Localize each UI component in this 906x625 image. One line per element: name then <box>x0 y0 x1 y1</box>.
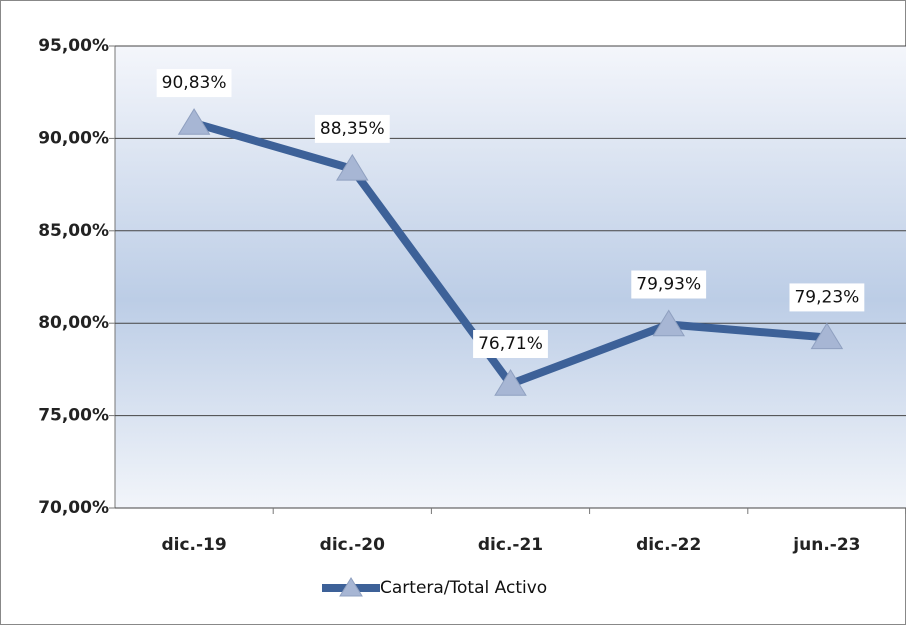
x-tick-label: dic.-19 <box>161 535 226 555</box>
data-label-box <box>156 69 232 98</box>
data-label-group: 79,23% <box>789 283 865 312</box>
data-label-group: 90,83% <box>156 69 232 98</box>
plot-area <box>115 46 906 508</box>
data-label-box <box>631 270 707 299</box>
y-tick-label: 70,00% <box>38 498 109 518</box>
data-label-box <box>473 329 548 358</box>
y-tick-label: 90,00% <box>38 128 109 148</box>
data-label-box <box>314 114 390 143</box>
data-label: 90,83% <box>162 73 227 93</box>
data-label-box <box>789 283 865 312</box>
marker <box>494 369 527 396</box>
x-tick-label: jun.-23 <box>792 535 860 555</box>
marker <box>336 153 369 181</box>
x-tick-label: dic.-22 <box>636 535 701 555</box>
data-label: 79,93% <box>636 274 701 294</box>
legend-label: Cartera/Total Activo <box>380 578 547 598</box>
y-tick-label: 95,00% <box>38 36 109 56</box>
y-tick-label: 85,00% <box>38 221 109 241</box>
marker <box>652 309 685 337</box>
data-label: 76,71% <box>478 334 543 354</box>
data-label: 88,35% <box>320 119 385 139</box>
legend-marker <box>339 577 363 597</box>
data-label-group: 88,35% <box>314 114 390 143</box>
y-tick-label: 75,00% <box>38 406 109 426</box>
y-tick-label: 80,00% <box>38 313 109 333</box>
marker <box>177 108 211 135</box>
data-label-group: 79,93% <box>631 270 707 299</box>
data-label: 79,23% <box>794 287 859 307</box>
x-tick-label: dic.-21 <box>478 535 543 555</box>
data-label-group: 76,71% <box>473 329 548 358</box>
x-tick-label: dic.-20 <box>320 535 385 555</box>
marker <box>810 322 844 350</box>
